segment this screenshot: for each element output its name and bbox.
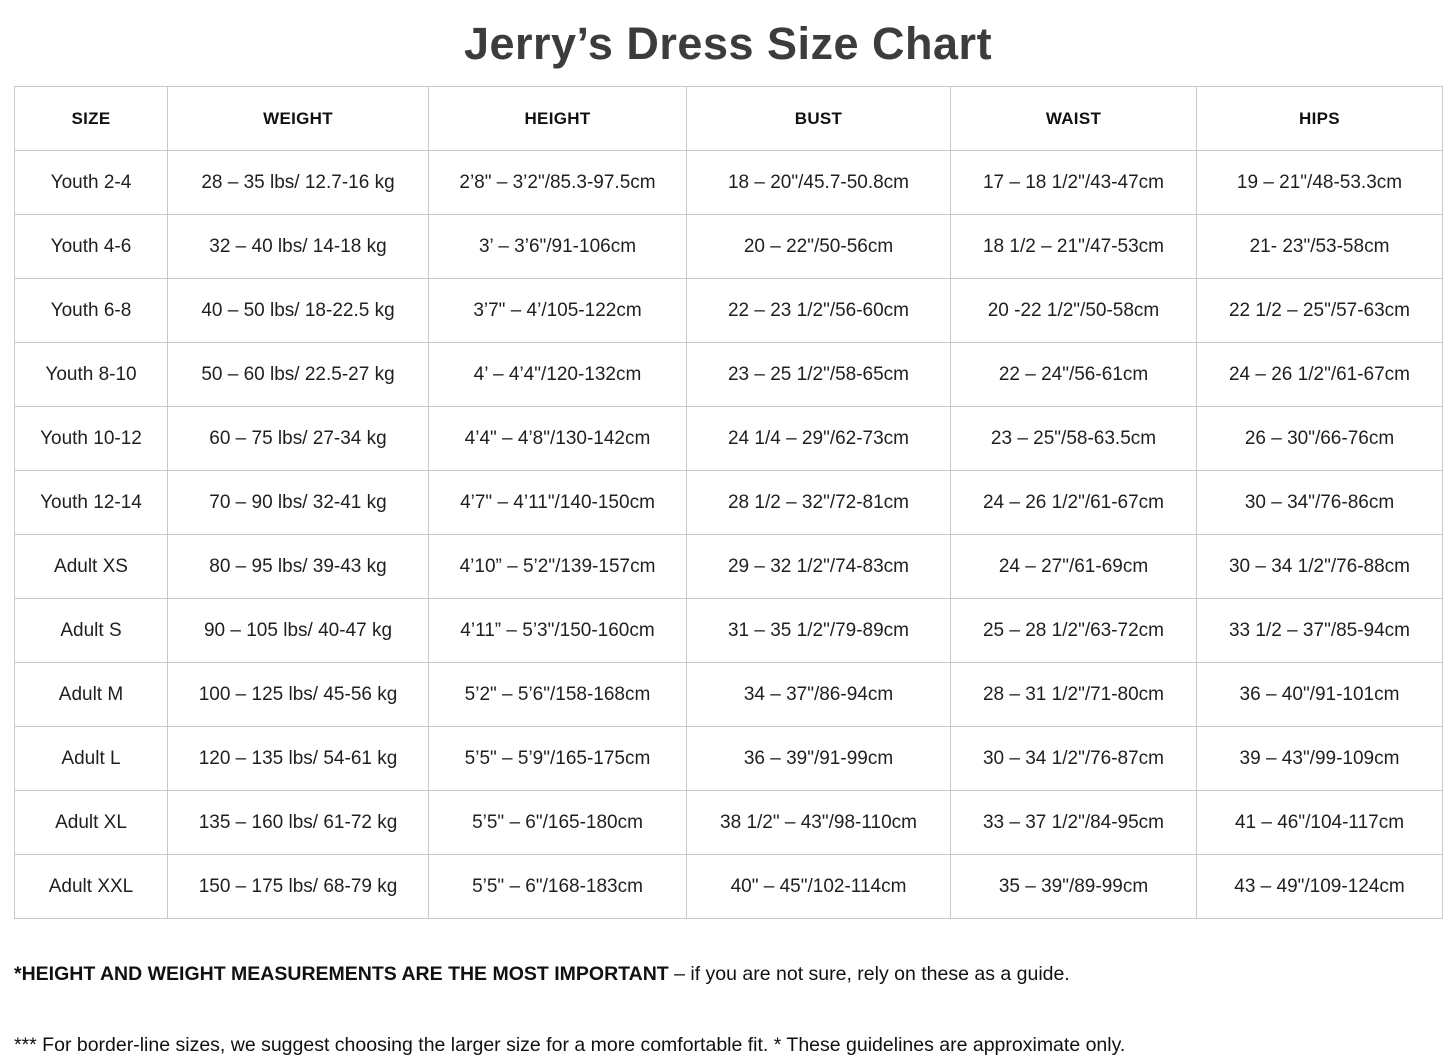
- cell-waist: 18 1/2 – 21"/47-53cm: [950, 214, 1197, 279]
- cell-size: Adult XXL: [14, 854, 168, 919]
- cell-weight: 100 – 125 lbs/ 45-56 kg: [167, 662, 429, 727]
- table-row: Youth 10-12 60 – 75 lbs/ 27-34 kg 4’4" – 4…: [14, 406, 1443, 471]
- table-row: Adult XS 80 – 95 lbs/ 39-43 kg 4’10” – 5’2…: [14, 534, 1443, 599]
- cell-waist: 24 – 27"/61-69cm: [950, 534, 1197, 599]
- cell-weight: 70 – 90 lbs/ 32-41 kg: [167, 470, 429, 535]
- cell-hips: 24 – 26 1/2"/61-67cm: [1196, 342, 1443, 407]
- cell-weight: 120 – 135 lbs/ 54-61 kg: [167, 726, 429, 791]
- cell-bust: 40" – 45"/102-114cm: [686, 854, 951, 919]
- cell-height: 2’8" – 3’2"/85.3-97.5cm: [428, 150, 687, 215]
- cell-bust: 36 – 39"/91-99cm: [686, 726, 951, 791]
- cell-size: Youth 6-8: [14, 278, 168, 343]
- note-height-weight-bold: *HEIGHT AND WEIGHT MEASUREMENTS ARE THE …: [14, 963, 669, 985]
- cell-height: 5’5" – 5’9"/165-175cm: [428, 726, 687, 791]
- note-height-weight-rest: – if you are not sure, rely on these as …: [668, 963, 1070, 985]
- cell-bust: 31 – 35 1/2"/79-89cm: [686, 598, 951, 663]
- cell-weight: 150 – 175 lbs/ 68-79 kg: [167, 854, 429, 919]
- cell-waist: 28 – 31 1/2"/71-80cm: [950, 662, 1197, 727]
- cell-height: 4’7" – 4’11"/140-150cm: [428, 470, 687, 535]
- cell-bust: 29 – 32 1/2"/74-83cm: [686, 534, 951, 599]
- note-borderline-sizes: *** For border-line sizes, we suggest ch…: [14, 1034, 1126, 1056]
- cell-size: Adult S: [14, 598, 168, 663]
- note-height-weight: *HEIGHT AND WEIGHT MEASUREMENTS ARE THE …: [14, 963, 1442, 986]
- cell-hips: 19 – 21"/48-53.3cm: [1196, 150, 1443, 215]
- cell-bust: 23 – 25 1/2"/58-65cm: [686, 342, 951, 407]
- cell-weight: 28 – 35 lbs/ 12.7-16 kg: [167, 150, 429, 215]
- cell-weight: 60 – 75 lbs/ 27-34 kg: [167, 406, 429, 471]
- cell-height: 5’5" – 6"/165-180cm: [428, 790, 687, 855]
- cell-weight: 50 – 60 lbs/ 22.5-27 kg: [167, 342, 429, 407]
- cell-size: Adult L: [14, 726, 168, 791]
- cell-weight: 40 – 50 lbs/ 18-22.5 kg: [167, 278, 429, 343]
- table-row: Youth 8-10 50 – 60 lbs/ 22.5-27 kg 4’ – 4’…: [14, 342, 1443, 407]
- cell-hips: 26 – 30"/66-76cm: [1196, 406, 1443, 471]
- cell-waist: 25 – 28 1/2"/63-72cm: [950, 598, 1197, 663]
- cell-height: 4’4" – 4’8"/130-142cm: [428, 406, 687, 471]
- cell-weight: 32 – 40 lbs/ 14-18 kg: [167, 214, 429, 279]
- cell-waist: 23 – 25"/58-63.5cm: [950, 406, 1197, 471]
- cell-weight: 135 – 160 lbs/ 61-72 kg: [167, 790, 429, 855]
- table-row: Youth 6-8 40 – 50 lbs/ 18-22.5 kg 3’7" – 4…: [14, 278, 1443, 343]
- cell-bust: 20 – 22"/50-56cm: [686, 214, 951, 279]
- cell-height: 5’2" – 5’6"/158-168cm: [428, 662, 687, 727]
- cell-size: Youth 12-14: [14, 470, 168, 535]
- cell-height: 4’ – 4’4"/120-132cm: [428, 342, 687, 407]
- column-header-weight: WEIGHT: [167, 86, 429, 151]
- cell-size: Adult XL: [14, 790, 168, 855]
- cell-hips: 39 – 43"/99-109cm: [1196, 726, 1443, 791]
- table-row: Adult L 120 – 135 lbs/ 54-61 kg 5’5" – 5’9…: [14, 726, 1443, 791]
- cell-bust: 24 1/4 – 29"/62-73cm: [686, 406, 951, 471]
- table-row: Adult XL 135 – 160 lbs/ 61-72 kg 5’5" – 6"…: [14, 790, 1443, 855]
- size-chart-table: SIZE WEIGHT HEIGHT BUST WAIST HIPS Youth…: [14, 86, 1443, 919]
- cell-hips: 30 – 34"/76-86cm: [1196, 470, 1443, 535]
- page-title: Jerry’s Dress Size Chart: [463, 18, 993, 69]
- cell-hips: 43 – 49"/109-124cm: [1196, 854, 1443, 919]
- table-header-row: SIZE WEIGHT HEIGHT BUST WAIST HIPS: [14, 86, 1443, 151]
- cell-waist: 35 – 39"/89-99cm: [950, 854, 1197, 919]
- cell-bust: 28 1/2 – 32"/72-81cm: [686, 470, 951, 535]
- table-row: Youth 4-6 32 – 40 lbs/ 14-18 kg 3’ – 3’6"/…: [14, 214, 1443, 279]
- cell-size: Youth 8-10: [14, 342, 168, 407]
- column-header-hips: HIPS: [1196, 86, 1443, 151]
- column-header-waist: WAIST: [950, 86, 1197, 151]
- table-row: Youth 2-4 28 – 35 lbs/ 12.7-16 kg 2’8" – 3…: [14, 150, 1443, 215]
- cell-size: Adult M: [14, 662, 168, 727]
- cell-height: 4’10” – 5’2"/139-157cm: [428, 534, 687, 599]
- cell-weight: 90 – 105 lbs/ 40-47 kg: [167, 598, 429, 663]
- table-row: Adult M 100 – 125 lbs/ 45-56 kg 5’2" – 5’6…: [14, 662, 1443, 727]
- cell-height: 4’11” – 5’3"/150-160cm: [428, 598, 687, 663]
- table-row: Adult XXL 150 – 175 lbs/ 68-79 kg 5’5" – 6…: [14, 854, 1443, 919]
- cell-height: 5’5" – 6"/168-183cm: [428, 854, 687, 919]
- table-row: Youth 12-14 70 – 90 lbs/ 32-41 kg 4’7" – 4…: [14, 470, 1443, 535]
- cell-weight: 80 – 95 lbs/ 39-43 kg: [167, 534, 429, 599]
- cell-waist: 22 – 24"/56-61cm: [950, 342, 1197, 407]
- cell-size: Youth 4-6: [14, 214, 168, 279]
- cell-waist: 20 -22 1/2"/50-58cm: [950, 278, 1197, 343]
- cell-bust: 22 – 23 1/2"/56-60cm: [686, 278, 951, 343]
- cell-size: Youth 2-4: [14, 150, 168, 215]
- column-header-height: HEIGHT: [428, 86, 687, 151]
- cell-waist: 33 – 37 1/2"/84-95cm: [950, 790, 1197, 855]
- cell-bust: 18 – 20"/45.7-50.8cm: [686, 150, 951, 215]
- cell-hips: 30 – 34 1/2"/76-88cm: [1196, 534, 1443, 599]
- cell-size: Youth 10-12: [14, 406, 168, 471]
- cell-hips: 22 1/2 – 25"/57-63cm: [1196, 278, 1443, 343]
- cell-waist: 24 – 26 1/2"/61-67cm: [950, 470, 1197, 535]
- column-header-bust: BUST: [686, 86, 951, 151]
- cell-size: Adult XS: [14, 534, 168, 599]
- cell-bust: 34 – 37"/86-94cm: [686, 662, 951, 727]
- table-body: Youth 2-4 28 – 35 lbs/ 12.7-16 kg 2’8" – 3…: [14, 150, 1443, 919]
- cell-bust: 38 1/2" – 43"/98-110cm: [686, 790, 951, 855]
- cell-waist: 17 – 18 1/2"/43-47cm: [950, 150, 1197, 215]
- cell-hips: 33 1/2 – 37"/85-94cm: [1196, 598, 1443, 663]
- cell-height: 3’ – 3’6"/91-106cm: [428, 214, 687, 279]
- cell-hips: 21- 23"/53-58cm: [1196, 214, 1443, 279]
- cell-waist: 30 – 34 1/2"/76-87cm: [950, 726, 1197, 791]
- column-header-size: SIZE: [14, 86, 168, 151]
- cell-hips: 36 – 40"/91-101cm: [1196, 662, 1443, 727]
- table-row: Adult S 90 – 105 lbs/ 40-47 kg 4’11” – 5’3…: [14, 598, 1443, 663]
- cell-height: 3’7" – 4’/105-122cm: [428, 278, 687, 343]
- cell-hips: 41 – 46"/104-117cm: [1196, 790, 1443, 855]
